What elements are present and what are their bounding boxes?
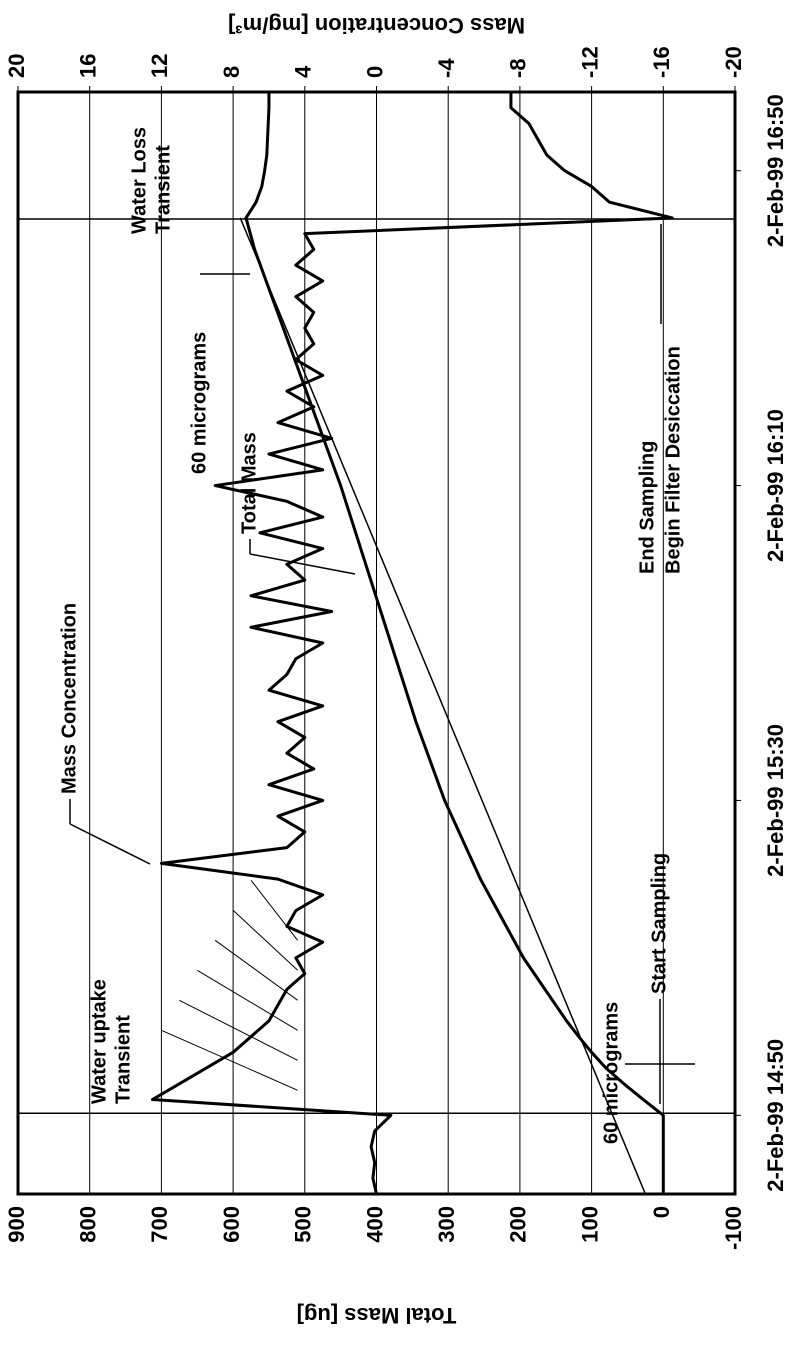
y-tick-label: 300 — [434, 1206, 459, 1243]
annotation: 60 micrograms — [600, 1002, 622, 1144]
hatch — [214, 939, 298, 1001]
hatch — [179, 999, 298, 1061]
hatch — [196, 969, 298, 1031]
y2-tick-label: -16 — [649, 46, 674, 78]
y2-tick-label: -8 — [506, 58, 531, 78]
x-tick-label: 2-Feb-99 15:30 — [763, 724, 788, 877]
y-axis-title: Total Mass [ug] — [297, 1303, 457, 1328]
annotation: Water Loss — [128, 127, 150, 234]
annotation: Mass Concentration — [58, 603, 80, 794]
y2-tick-label: 0 — [362, 66, 387, 78]
y-tick-label: 500 — [291, 1206, 316, 1243]
y-tick-label: 100 — [577, 1206, 602, 1243]
y-tick-label: 800 — [76, 1206, 101, 1243]
y2-tick-label: -4 — [434, 58, 459, 78]
annotation: Transient — [112, 1015, 134, 1104]
x-tick-label: 2-Feb-99 16:50 — [763, 94, 788, 247]
y-tick-label: -100 — [721, 1206, 746, 1250]
annotation: Begin Filter Desiccation — [662, 346, 684, 574]
y2-tick-label: 20 — [4, 54, 29, 78]
pointer — [249, 553, 356, 575]
hatch — [161, 1029, 298, 1091]
y-tick-label: 0 — [649, 1206, 674, 1218]
rotated-chart: -1000100200300400500600700800900-20-16-1… — [4, 13, 788, 1328]
series-line — [150, 92, 674, 1195]
annotation: Total Mass — [238, 432, 260, 534]
y-tick-label: 200 — [506, 1206, 531, 1243]
y2-tick-label: -20 — [721, 46, 746, 78]
y2-tick-label: 16 — [76, 54, 101, 78]
hatch — [232, 909, 298, 971]
series-line — [239, 217, 647, 1195]
x-tick-label: 2-Feb-99 14:50 — [763, 1039, 788, 1192]
y2-tick-label: -12 — [577, 46, 602, 78]
annotation: 60 micrograms — [188, 332, 210, 474]
y2-tick-label: 4 — [291, 65, 316, 78]
y-tick-label: 400 — [362, 1206, 387, 1243]
x-tick-label: 2-Feb-99 16:10 — [763, 409, 788, 562]
y2-tick-label: 8 — [219, 66, 244, 78]
hatch — [250, 879, 299, 941]
y2-axis-title: Mass Concentration [mg/m³] — [228, 13, 525, 38]
annotation: Start Sampling — [648, 853, 670, 994]
y-tick-label: 900 — [4, 1206, 29, 1243]
annotation: Water uptake — [88, 979, 110, 1104]
y-tick-label: 700 — [147, 1206, 172, 1243]
annotation: Transient — [152, 145, 174, 234]
pointer — [69, 823, 151, 865]
y-tick-label: 600 — [219, 1206, 244, 1243]
y2-tick-label: 12 — [147, 54, 172, 78]
annotation: End Sampling — [636, 441, 658, 574]
